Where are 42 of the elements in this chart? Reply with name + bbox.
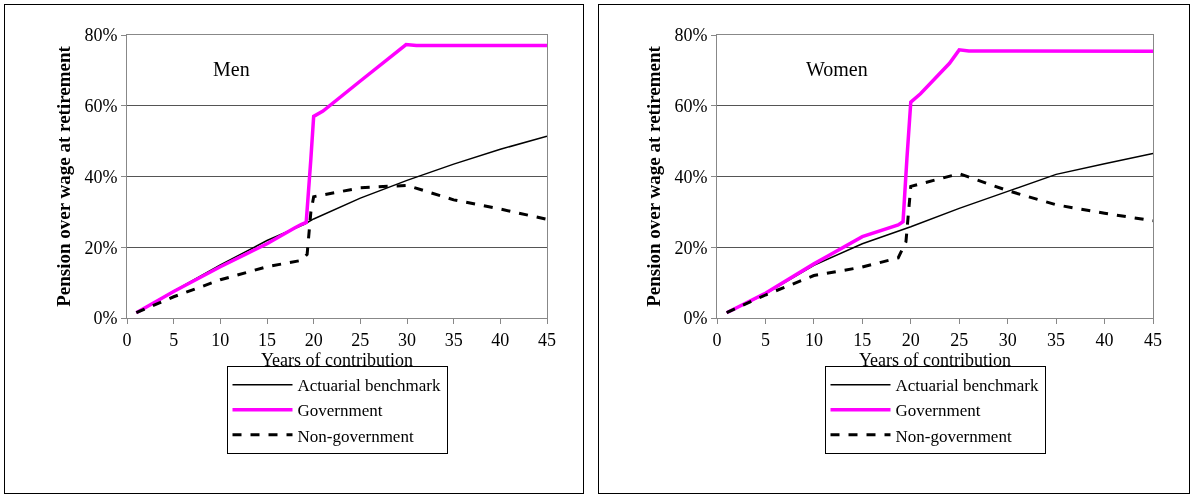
annotation: Men xyxy=(213,58,250,80)
x-tick-label: 25 xyxy=(351,329,370,350)
x-tick-label: 35 xyxy=(444,329,463,350)
y-tick-label: 40% xyxy=(674,166,708,187)
legend-label: Government xyxy=(895,401,981,421)
y-tick-label: 40% xyxy=(84,166,118,187)
x-axis-title: Years of contribution xyxy=(260,349,414,370)
legend-label: Non-government xyxy=(895,426,1012,446)
x-tick-label: 15 xyxy=(853,329,872,350)
legend-label: Non-government xyxy=(297,426,414,446)
x-tick-label: 40 xyxy=(1095,329,1114,350)
x-tick-label: 45 xyxy=(538,329,556,350)
x-tick-label: 45 xyxy=(1144,329,1162,350)
x-tick-label: 20 xyxy=(304,329,323,350)
legend-label: Actuarial benchmark xyxy=(895,376,1040,396)
x-tick-label: 5 xyxy=(169,329,179,350)
x-tick-label: 40 xyxy=(491,329,510,350)
annotation: Women xyxy=(806,58,868,80)
x-tick-label: 30 xyxy=(398,329,416,350)
y-axis-title: Pension over wage at retirement xyxy=(53,45,75,307)
y-tick-label: 20% xyxy=(674,237,708,258)
x-tick-label: 15 xyxy=(258,329,276,350)
y-axis-title: Pension over wage at retirement xyxy=(643,45,665,307)
x-tick-label: 30 xyxy=(998,329,1017,350)
y-tick-label: 20% xyxy=(84,237,118,258)
legend-label: Actuarial benchmark xyxy=(297,376,442,396)
x-tick-label: 35 xyxy=(1047,329,1066,350)
y-tick-label: 60% xyxy=(84,96,118,117)
x-tick-label: 5 xyxy=(760,329,770,350)
x-tick-label: 10 xyxy=(804,329,823,350)
x-tick-label: 0 xyxy=(122,329,132,350)
y-tick-label: 80% xyxy=(674,25,708,46)
x-tick-label: 0 xyxy=(712,329,722,350)
x-axis-title: Years of contribution xyxy=(858,349,1012,370)
y-tick-label: 80% xyxy=(84,25,118,46)
y-tick-label: 60% xyxy=(674,96,708,117)
x-tick-label: 20 xyxy=(901,329,920,350)
x-tick-label: 10 xyxy=(211,329,230,350)
legend-label: Government xyxy=(297,401,383,421)
y-tick-label: 0% xyxy=(683,308,708,329)
y-tick-label: 0% xyxy=(93,308,118,329)
x-tick-label: 25 xyxy=(950,329,969,350)
